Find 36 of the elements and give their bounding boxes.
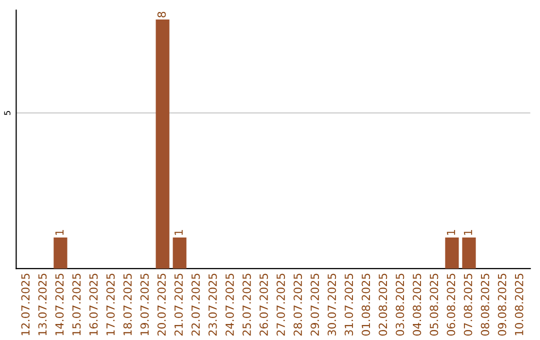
- x-tick-label: 04.08.2025: [412, 274, 422, 336]
- x-tick-label: 06.08.2025: [446, 274, 456, 336]
- x-tick-label: 21.07.2025: [174, 274, 183, 336]
- data-label: 1: [55, 230, 64, 235]
- x-tick-label: 15.07.2025: [72, 274, 81, 336]
- x-tick-label: 10.08.2025: [514, 274, 524, 336]
- x-tick-label: 25.07.2025: [242, 274, 251, 336]
- x-tick-label: 26.07.2025: [260, 274, 268, 336]
- x-tick-label: 07.08.2025: [464, 274, 472, 336]
- x-tick-label: 24.07.2025: [226, 274, 234, 336]
- x-tick-label: 03.08.2025: [396, 274, 404, 336]
- x-tick-label: 18.07.2025: [123, 274, 132, 336]
- x-tick-label: 02.08.2025: [378, 274, 388, 336]
- y-tick-label: 5: [4, 111, 10, 115]
- data-label: 8: [157, 12, 166, 18]
- x-tick-label: 23.07.2025: [208, 274, 217, 336]
- x-tick-label: 17.07.2025: [106, 274, 115, 336]
- x-tick-label: 27.07.2025: [276, 274, 285, 336]
- data-label: 1: [464, 230, 472, 235]
- data-label: 1: [174, 230, 183, 235]
- x-tick-label: 16.07.2025: [89, 274, 98, 336]
- x-tick-label: 30.07.2025: [328, 274, 336, 336]
- x-tick-label: 22.07.2025: [191, 274, 200, 336]
- x-tick-label: 14.07.2025: [55, 274, 64, 336]
- x-tick-label: 12.07.2025: [21, 274, 30, 336]
- x-tick-label: 20.07.2025: [157, 274, 166, 336]
- x-tick-label: 01.08.2025: [362, 274, 370, 336]
- data-label: 1: [446, 230, 456, 235]
- x-tick-label: 19.07.2025: [140, 274, 149, 336]
- x-tick-label: 28.07.2025: [294, 274, 302, 336]
- x-tick-label: 31.07.2025: [344, 274, 354, 336]
- x-tick-label: 05.08.2025: [430, 274, 438, 336]
- x-tick-label: 29.07.2025: [310, 274, 320, 336]
- x-tick-label: 09.08.2025: [498, 274, 506, 336]
- x-tick-label: 08.08.2025: [480, 274, 490, 336]
- x-tick-label: 13.07.2025: [38, 274, 47, 336]
